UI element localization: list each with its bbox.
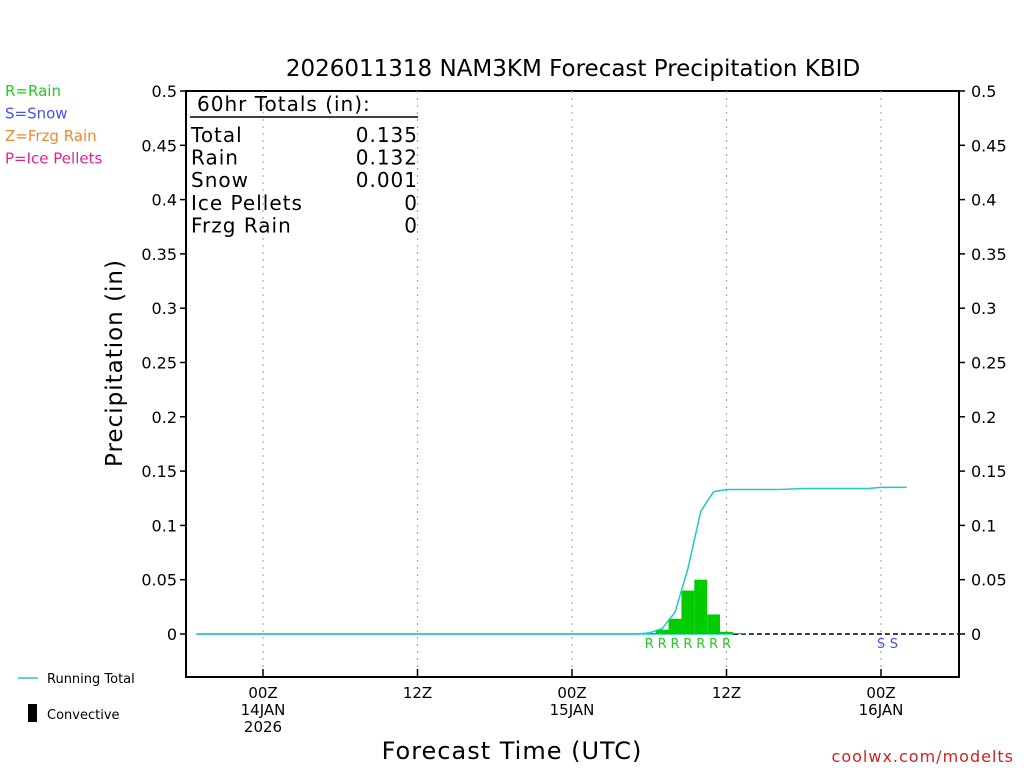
x-axis-label: Forecast Time (UTC) — [382, 737, 643, 765]
y-tick-label-left-3: 0.15 — [141, 462, 177, 481]
totals-row-value-3: 0 — [404, 191, 418, 215]
totals-row-label-1: Rain — [191, 146, 239, 170]
type-legend-item-0: R=Rain — [5, 82, 61, 100]
totals-row-value-1: 0.132 — [356, 146, 418, 170]
y-tick-label-left-4: 0.2 — [152, 408, 177, 427]
precip-bar-2 — [668, 618, 682, 634]
precip-bar-1 — [655, 629, 669, 634]
running-total-legend-label: Running Total — [47, 672, 135, 687]
y-tick-label-left-8: 0.4 — [152, 191, 177, 210]
series-line-0 — [198, 486, 907, 635]
x-tick-label-2-0: 00Z — [557, 684, 586, 702]
totals-header: 60hr Totals (in): — [197, 92, 371, 116]
x-tick-label-4-1: 16JAN — [859, 701, 904, 719]
type-marker-8: S — [890, 637, 898, 652]
type-legend-item-3: P=Ice Pellets — [5, 150, 102, 168]
y-axis-ticks: 0 00.05 0.050.1 0.10.15 0.150.2 0.20.25 0.250.… — [141, 82, 1006, 644]
y-tick-label-right-8: 0.4 — [971, 191, 996, 210]
totals-row-value-4: 0 — [404, 213, 418, 237]
credit-text: coolwx.com/modelts — [832, 747, 1014, 766]
x-tick-label-1-0: 12Z — [403, 684, 432, 702]
type-marker-3: R — [683, 637, 692, 652]
convective-legend-label: Convective — [47, 708, 120, 723]
precip-bar-4 — [694, 579, 708, 634]
totals-row-label-2: Snow — [191, 168, 249, 192]
y-tick-label-right-6: 0.3 — [971, 299, 996, 318]
type-legend-item-2: Z=Frzg Rain — [5, 127, 97, 145]
totals-rows: Total 0.135 Rain 0.132 Snow 0.001 Ice Pellets 0… — [190, 123, 418, 237]
x-tick-label-3-0: 12Z — [712, 684, 741, 702]
y-tick-label-right-2: 0.1 — [971, 516, 996, 535]
type-marker-0: R — [645, 637, 654, 652]
y-tick-label-left-2: 0.1 — [152, 516, 177, 535]
y-tick-label-left-6: 0.3 — [152, 299, 177, 318]
type-marker-2: R — [670, 637, 679, 652]
type-marker-1: R — [658, 637, 667, 652]
type-marker-7: S — [877, 637, 885, 652]
x-tick-label-0-1: 14JAN — [241, 701, 286, 719]
y-tick-label-right-1: 0.05 — [971, 571, 1007, 590]
totals-row-value-2: 0.001 — [356, 168, 418, 192]
y-tick-label-right-3: 0.15 — [971, 462, 1007, 481]
y-tick-label-left-7: 0.35 — [141, 245, 177, 264]
precip-bar-6 — [720, 631, 733, 634]
x-tick-label-0-2: 2026 — [244, 718, 282, 736]
chart-title: 2026011318 NAM3KM Forecast Precipitation… — [286, 56, 860, 82]
type-marker-6: R — [722, 637, 731, 652]
x-tick-label-0-0: 00Z — [248, 684, 277, 702]
y-tick-label-left-9: 0.45 — [141, 136, 177, 155]
x-tick-label-4-0: 00Z — [866, 684, 895, 702]
y-tick-label-right-4: 0.2 — [971, 408, 996, 427]
y-tick-label-left-5: 0.25 — [141, 354, 177, 373]
precip-bar-7 — [732, 633, 746, 634]
convective-legend-swatch — [28, 704, 37, 722]
y-tick-label-right-9: 0.45 — [971, 136, 1007, 155]
y-tick-label-right-0: 0 — [971, 625, 981, 644]
y-tick-label-left-1: 0.05 — [141, 571, 177, 590]
series-group — [198, 486, 907, 635]
precip-type-legend: R=Rain S=Snow Z=Frzg Rain P=Ice Pellets — [5, 82, 102, 168]
totals-row-label-0: Total — [190, 123, 243, 147]
y-tick-label-left-0: 0 — [167, 625, 177, 644]
totals-box: 60hr Totals (in): Total 0.135 Rain 0.132 Sno… — [190, 92, 418, 237]
totals-row-label-3: Ice Pellets — [191, 191, 303, 215]
y-tick-label-right-5: 0.25 — [971, 354, 1007, 373]
y-axis-label: Precipitation (in) — [102, 259, 128, 467]
totals-row-label-4: Frzg Rain — [191, 213, 292, 237]
precip-bar-3 — [681, 590, 695, 634]
x-tick-label-2-1: 15JAN — [550, 701, 595, 719]
bars-group — [642, 579, 746, 634]
chart-legend: Running Total Convective — [18, 672, 135, 723]
y-tick-label-right-7: 0.35 — [971, 245, 1007, 264]
precip-bar-5 — [707, 614, 721, 634]
type-marker-5: R — [709, 637, 718, 652]
type-marker-4: R — [696, 637, 705, 652]
totals-row-value-0: 0.135 — [356, 123, 418, 147]
y-tick-label-right-10: 0.5 — [971, 82, 996, 101]
type-legend-item-1: S=Snow — [5, 105, 68, 123]
y-tick-label-left-10: 0.5 — [152, 82, 177, 101]
